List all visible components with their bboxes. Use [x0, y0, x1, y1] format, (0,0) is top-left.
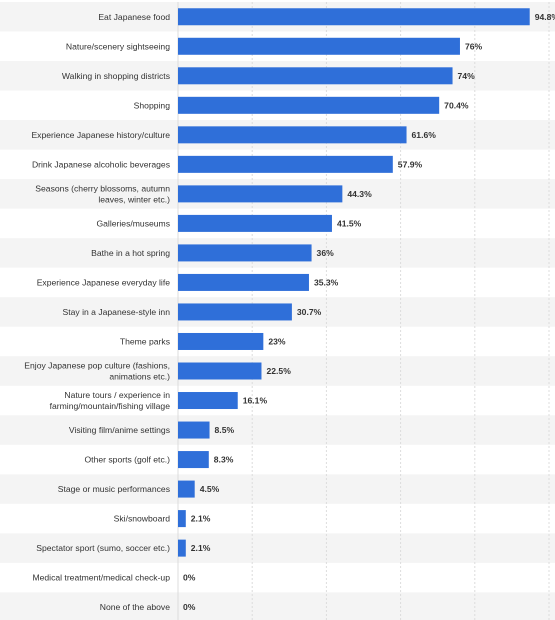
category-label-line: Seasons (cherry blossoms, autumn: [35, 183, 170, 193]
bar[interactable]: [178, 126, 407, 144]
row-band: [0, 356, 555, 386]
value-label: 35.3%: [314, 277, 339, 287]
category-label: Stage or music performances: [58, 484, 170, 494]
category-label: Eat Japanese food: [98, 12, 170, 22]
category-label-line: Stay in a Japanese-style inn: [63, 307, 171, 317]
category-label: None of the above: [100, 602, 170, 612]
row-band: [0, 474, 555, 504]
bar[interactable]: [178, 539, 186, 557]
category-label-line: Spectator sport (sumo, soccer etc.): [36, 543, 170, 553]
bar[interactable]: [178, 67, 453, 85]
category-label-line: Nature tours / experience in: [64, 390, 170, 400]
category-label: Galleries/museums: [96, 218, 170, 228]
category-label-line: leaves, winter etc.): [98, 194, 170, 204]
bar[interactable]: [178, 510, 186, 528]
value-label: 30.7%: [297, 307, 322, 317]
value-label: 0%: [183, 602, 196, 612]
value-label: 36%: [317, 248, 335, 258]
category-label: Nature tours / experience in farming/moun…: [50, 390, 171, 411]
category-label-line: Walking in shopping districts: [62, 71, 170, 81]
bar[interactable]: [178, 451, 209, 469]
value-labels: 94.8% 76% 74% 70.4% 61.6% 57.9% 44.3% 41.5% 36% 3…: [183, 12, 555, 612]
category-label: Shopping: [134, 100, 171, 110]
category-label-line: Theme parks: [120, 336, 170, 346]
category-label-line: Experience Japanese everyday life: [37, 277, 171, 287]
category-label-line: Enjoy Japanese pop culture (fashions,: [24, 361, 170, 371]
category-label: Experience Japanese history/culture: [31, 130, 170, 140]
category-label: Ski/snowboard: [114, 514, 171, 524]
bar[interactable]: [178, 8, 530, 26]
bar[interactable]: [178, 214, 332, 232]
category-label-line: Ski/snowboard: [114, 514, 171, 524]
bar[interactable]: [178, 96, 440, 114]
category-label: Bathe in a hot spring: [91, 248, 170, 258]
value-label: 8.3%: [214, 455, 234, 465]
category-label: Drink Japanese alcoholic beverages: [32, 159, 170, 169]
category-label: Walking in shopping districts: [62, 71, 170, 81]
category-label: Seasons (cherry blossoms, autumn leaves, …: [35, 183, 170, 204]
category-label-line: Other sports (golf etc.): [85, 455, 171, 465]
value-label: 4.5%: [200, 484, 220, 494]
value-label: 61.6%: [412, 130, 437, 140]
category-labels: Eat Japanese food Nature/scenery sightsee…: [24, 12, 170, 612]
category-label-line: Experience Japanese history/culture: [31, 130, 170, 140]
category-label: Enjoy Japanese pop culture (fashions, ani…: [24, 361, 170, 382]
bar[interactable]: [178, 155, 393, 173]
category-label-line: Nature/scenery sightseeing: [66, 41, 170, 51]
value-label: 70.4%: [444, 100, 469, 110]
category-label-line: Drink Japanese alcoholic beverages: [32, 159, 170, 169]
category-label: Visiting film/anime settings: [69, 425, 170, 435]
value-label: 0%: [183, 573, 196, 583]
category-label-line: Bathe in a hot spring: [91, 248, 170, 258]
value-label: 74%: [458, 71, 476, 81]
category-label-line: Shopping: [134, 100, 171, 110]
value-label: 57.9%: [398, 159, 423, 169]
category-label: Experience Japanese everyday life: [37, 277, 171, 287]
value-label: 8.5%: [215, 425, 235, 435]
value-label: 94.8%: [535, 12, 555, 22]
category-label: Theme parks: [120, 336, 170, 346]
category-label: Stay in a Japanese-style inn: [63, 307, 171, 317]
category-label-line: None of the above: [100, 602, 170, 612]
category-label-line: Galleries/museums: [96, 218, 170, 228]
value-label: 2.1%: [191, 514, 211, 524]
category-label-line: farming/mountain/fishing village: [50, 401, 171, 411]
bar[interactable]: [178, 392, 238, 410]
value-label: 22.5%: [266, 366, 291, 376]
value-label: 23%: [268, 336, 286, 346]
bar[interactable]: [178, 362, 262, 380]
category-label-line: Visiting film/anime settings: [69, 425, 170, 435]
bar[interactable]: [178, 37, 460, 55]
category-label: Medical treatment/medical check-up: [32, 573, 170, 583]
category-label: Nature/scenery sightseeing: [66, 41, 170, 51]
bar[interactable]: [178, 332, 264, 350]
category-label-line: animations etc.): [109, 372, 170, 382]
bar[interactable]: [178, 480, 195, 498]
category-label-line: Medical treatment/medical check-up: [32, 573, 170, 583]
category-label-line: Eat Japanese food: [98, 12, 170, 22]
value-label: 41.5%: [337, 218, 362, 228]
bars: [178, 8, 530, 557]
bar[interactable]: [178, 273, 309, 291]
bar[interactable]: [178, 185, 343, 203]
category-label: Spectator sport (sumo, soccer etc.): [36, 543, 170, 553]
value-label: 2.1%: [191, 543, 211, 553]
bar[interactable]: [178, 421, 210, 439]
bar[interactable]: [178, 303, 292, 321]
value-label: 44.3%: [347, 189, 372, 199]
value-label: 16.1%: [243, 396, 268, 406]
row-band: [0, 592, 555, 620]
value-label: 76%: [465, 41, 483, 51]
category-label: Other sports (golf etc.): [85, 455, 171, 465]
bar[interactable]: [178, 244, 312, 262]
row-band: [0, 415, 555, 445]
category-label-line: Stage or music performances: [58, 484, 170, 494]
row-band: [0, 533, 555, 563]
